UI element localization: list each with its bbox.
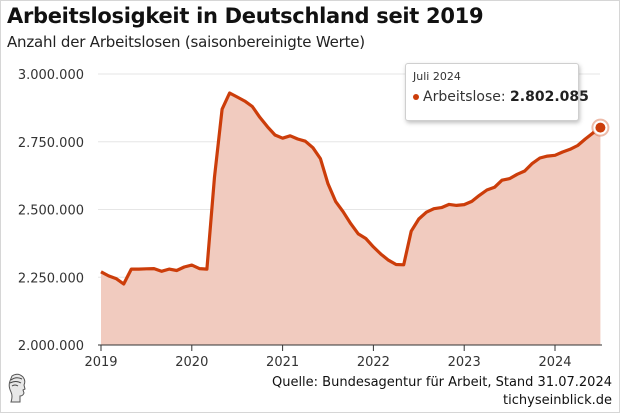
data-point[interactable] [105,272,113,280]
y-tick-label: 2.250.000 [18,271,84,286]
data-point[interactable] [400,261,408,269]
data-point[interactable] [316,155,324,163]
x-tick-label: 2019 [84,355,117,370]
y-tick-label: 2.000.000 [18,339,84,354]
data-point[interactable] [120,280,128,288]
data-point[interactable] [241,97,249,105]
classical-head-logo-icon [8,373,26,403]
data-point[interactable] [468,197,476,205]
data-point[interactable] [248,103,256,111]
series-marker-icon [413,94,419,100]
y-tick-label: 3.000.000 [18,68,84,83]
data-point[interactable] [498,176,506,184]
data-point[interactable] [127,265,135,273]
data-point[interactable] [142,265,150,273]
x-axis: 2019 2020 2021 2022 2023 2024 [84,344,602,370]
data-point[interactable] [438,204,446,212]
data-point[interactable] [165,265,173,273]
data-point[interactable] [377,250,385,258]
tooltip-date: Juli 2024 [413,70,461,83]
data-point[interactable] [226,89,234,97]
data-point[interactable] [279,134,287,142]
data-point[interactable] [453,201,461,209]
data-point[interactable] [362,234,370,242]
data-point[interactable] [180,263,188,271]
data-point[interactable] [536,154,544,162]
data-point[interactable] [521,167,529,175]
data-point[interactable] [422,208,430,216]
data-point[interactable] [513,170,521,178]
data-point[interactable] [324,180,332,188]
x-tick-label: 2024 [538,355,571,370]
data-point[interactable] [506,175,514,183]
data-point[interactable] [195,265,203,273]
data-point[interactable] [460,201,468,209]
data-point[interactable] [445,200,453,208]
data-point[interactable] [203,265,211,273]
data-point[interactable] [263,123,271,131]
data-point[interactable] [392,261,400,269]
data-point[interactable] [354,230,362,238]
data-point[interactable] [286,132,294,140]
y-axis-ticks: 2.000.000 2.250.000 2.500.000 2.750.000 3.00… [18,68,84,354]
data-point[interactable] [551,151,559,159]
data-point[interactable] [309,144,317,152]
data-point[interactable] [218,105,226,113]
area-fill [101,93,601,345]
data-point[interactable] [294,135,302,143]
data-point[interactable] [339,208,347,216]
data-point[interactable] [430,205,438,213]
tooltip-series-label: Arbeitslose: [423,89,506,105]
data-point[interactable] [97,268,105,276]
data-point[interactable] [369,243,377,251]
data-point[interactable] [415,215,423,223]
data-point[interactable] [188,261,196,269]
data-point[interactable] [135,265,143,273]
chart-title: Arbeitslosigkeit in Deutschland seit 201… [7,4,484,28]
x-tick-label: 2022 [357,355,390,370]
x-tick-label: 2021 [266,355,299,370]
y-tick-label: 2.750.000 [18,136,84,151]
data-point[interactable] [211,173,219,181]
data-point[interactable] [385,256,393,264]
data-point[interactable] [332,197,340,205]
x-tick-label: 2020 [175,355,208,370]
x-tick-label: 2023 [448,355,481,370]
tooltip: Juli 2024 Arbeitslose: 2.802.085 [405,63,589,121]
data-point[interactable] [407,227,415,235]
data-point[interactable] [233,93,241,101]
data-point[interactable] [301,137,309,145]
data-point[interactable] [347,220,355,228]
site-credit: tichyseinblick.de [503,393,612,408]
tooltip-line: Arbeitslose: 2.802.085 [413,89,589,105]
tooltip-value: 2.802.085 [510,89,589,105]
data-point[interactable] [528,159,536,167]
data-point[interactable] [559,148,567,156]
data-point[interactable] [173,266,181,274]
data-point[interactable] [483,186,491,194]
data-point[interactable] [150,265,158,273]
data-point[interactable] [490,183,498,191]
y-tick-label: 2.500.000 [18,204,84,219]
data-point[interactable] [256,113,264,121]
data-point[interactable] [271,131,279,139]
source-note: Quelle: Bundesagentur für Arbeit, Stand … [271,375,612,390]
data-point[interactable] [475,191,483,199]
highlight-point[interactable] [595,122,606,133]
data-point[interactable] [574,142,582,150]
series-line [100,91,602,286]
data-point[interactable] [543,152,551,160]
data-point[interactable] [112,275,120,283]
data-point[interactable] [158,267,166,275]
data-point[interactable] [566,145,574,153]
data-point[interactable] [581,135,589,143]
chart-subtitle: Anzahl der Arbeitslosen (saisonbereinigt… [7,33,365,51]
